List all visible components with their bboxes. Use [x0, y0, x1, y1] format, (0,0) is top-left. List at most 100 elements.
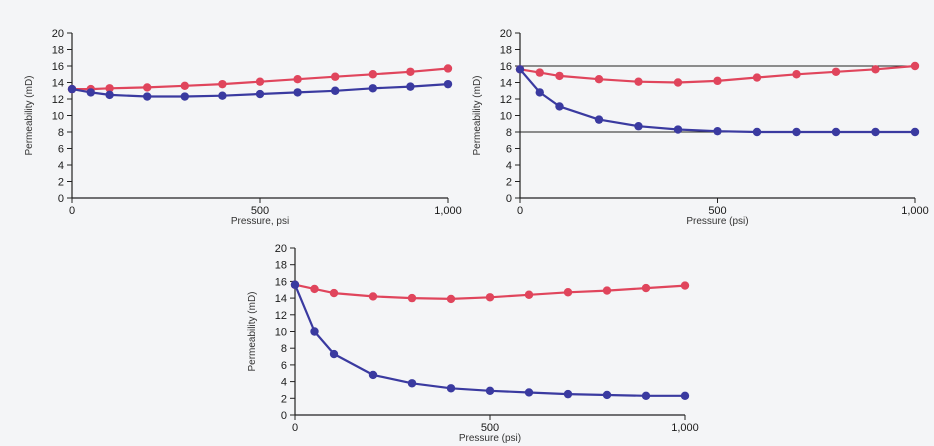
- blue-data-point: [329, 349, 339, 359]
- blue-data-point: [331, 86, 340, 95]
- y-tick-label: 0: [281, 410, 287, 422]
- y-tick-label: 14: [52, 78, 64, 90]
- red-data-point: [792, 70, 801, 79]
- y-axis-title: Permeability (mD): [24, 75, 35, 155]
- x-tick-label: 1,000: [434, 205, 462, 217]
- red-data-point: [443, 64, 453, 73]
- red-data-point: [368, 292, 378, 301]
- x-axis-title: Pressure, psi: [231, 216, 289, 227]
- blue-data-point: [485, 386, 495, 395]
- y-tick-label: 20: [275, 243, 287, 255]
- red-data-point: [143, 83, 152, 92]
- blue-data-point: [680, 391, 690, 400]
- blue-data-point: [515, 65, 525, 74]
- red-data-point: [485, 293, 495, 302]
- blue-series-line: [293, 284, 685, 397]
- blue-data-point: [310, 327, 319, 336]
- blue-data-point: [86, 88, 96, 97]
- y-tick-label: 6: [281, 360, 287, 372]
- red-data-point: [535, 68, 544, 77]
- y-axis-title: Permeability (mD): [472, 75, 483, 155]
- blue-data-point: [871, 127, 880, 137]
- blue-data-point: [555, 102, 564, 111]
- blue-data-point: [368, 370, 378, 380]
- y-tick-label: 2: [281, 393, 287, 405]
- y-tick-label: 0: [506, 193, 512, 205]
- y-tick-label: 4: [58, 160, 64, 172]
- blue-data-point: [105, 90, 114, 100]
- y-tick-label: 2: [58, 177, 64, 189]
- red-data-point: [752, 73, 762, 82]
- blue-data-point: [446, 384, 456, 393]
- red-data-point: [713, 76, 722, 86]
- red-data-point: [680, 281, 690, 290]
- red-data-point: [594, 75, 604, 84]
- blue-data-point: [535, 88, 544, 97]
- blue-data-point: [443, 79, 453, 89]
- x-tick-label: 0: [517, 205, 523, 217]
- y-tick-label: 2: [506, 177, 512, 189]
- blue-data-point: [792, 127, 801, 137]
- x-axis-title: Pressure (psi): [686, 216, 748, 227]
- y-tick-label: 8: [58, 127, 64, 139]
- y-tick-label: 6: [506, 144, 512, 156]
- y-tick-label: 14: [500, 78, 512, 90]
- red-data-point: [673, 78, 683, 87]
- chart-top-right: 0 2 4 6 8 10 12 14 16 18 20 0 500 1,000 Pressure (psi)…: [472, 28, 929, 227]
- red-data-point: [329, 288, 339, 298]
- blue-data-point: [290, 280, 300, 289]
- blue-data-point: [602, 390, 612, 400]
- y-axis-title: Permeability (mD): [247, 291, 258, 371]
- blue-data-point: [407, 379, 417, 388]
- red-data-point: [255, 77, 265, 86]
- red-data-point: [310, 284, 319, 294]
- blue-data-point: [406, 82, 415, 91]
- red-data-point: [910, 61, 920, 71]
- x-axis-title: Pressure (psi): [459, 433, 521, 444]
- blue-data-point: [67, 84, 77, 94]
- x-tick-label: 0: [292, 422, 298, 434]
- chart-top-left: 0 2 4 6 8 10 12 14 16 18 20 0 500 1,000 Pressure, psi P…: [24, 28, 462, 227]
- y-tick-label: 8: [281, 343, 287, 355]
- red-data-point: [407, 293, 417, 303]
- y-tick-label: 6: [58, 144, 64, 156]
- blue-data-point: [524, 388, 534, 397]
- red-data-point: [293, 75, 302, 84]
- y-tick-label: 12: [500, 94, 512, 106]
- red-data-point: [446, 294, 456, 304]
- blue-data-point: [218, 91, 227, 100]
- y-tick-label: 10: [275, 327, 287, 339]
- chart-bottom: 0 2 4 6 8 10 12 14 16 18 20 0 500 1,000 Pressure (psi)…: [247, 243, 699, 444]
- y-tick-label: 16: [500, 61, 512, 73]
- blue-data-point: [752, 127, 762, 137]
- red-data-point: [555, 71, 564, 81]
- blue-data-point: [831, 127, 841, 137]
- y-tick-label: 0: [58, 193, 64, 205]
- y-tick-label: 18: [275, 260, 287, 272]
- blue-data-point: [713, 126, 722, 136]
- x-tick-label: 1,000: [671, 422, 699, 434]
- y-tick-label: 10: [500, 111, 512, 123]
- y-tick-label: 14: [275, 293, 287, 305]
- y-tick-label: 12: [52, 94, 64, 106]
- blue-data-point: [641, 391, 651, 400]
- blue-data-point: [563, 389, 573, 399]
- red-data-point: [368, 70, 377, 79]
- red-data-point: [602, 286, 612, 295]
- red-data-point: [218, 79, 227, 89]
- y-tick-label: 12: [275, 310, 287, 322]
- red-data-point: [871, 65, 880, 74]
- y-tick-label: 4: [506, 160, 512, 172]
- y-tick-label: 20: [52, 28, 64, 40]
- red-data-point: [524, 290, 534, 299]
- red-data-point: [406, 67, 415, 76]
- blue-data-point: [368, 84, 377, 93]
- x-tick-label: 0: [69, 205, 75, 217]
- y-tick-label: 16: [275, 276, 287, 288]
- x-tick-label: 500: [481, 422, 499, 434]
- x-tick-label: 500: [708, 205, 726, 217]
- blue-data-point: [634, 122, 643, 131]
- blue-data-point: [594, 115, 604, 124]
- red-data-point: [331, 72, 340, 81]
